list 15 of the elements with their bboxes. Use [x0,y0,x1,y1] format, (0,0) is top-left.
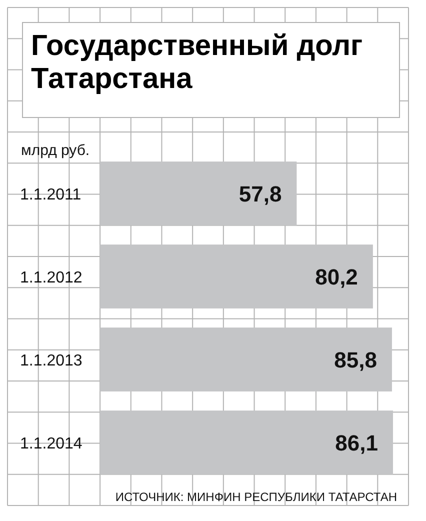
chart-title: Государственный долг Татарстана [31,30,363,95]
text: ИСТОЧНИК: МИНФИН РЕСПУБЛИКИ ТАТАРСТАН [115,490,397,504]
bar [100,162,297,226]
y-tick-label: 1.1.2013 [20,352,82,370]
x-axis-title: млрд руб. [21,142,90,159]
bar [100,328,392,392]
data-label: 57,8 [238,182,282,206]
y-tick-label: 1.1.2014 [20,436,82,452]
data-label: 86,1 [335,430,378,456]
y-tick-label: 1.1.2011 [20,186,82,204]
data-label: 85,8 [334,348,377,372]
y-tick-label: 1.1.2012 [20,270,82,286]
data-label: 80,2 [315,264,358,290]
bar [100,410,393,474]
bar [100,244,373,308]
